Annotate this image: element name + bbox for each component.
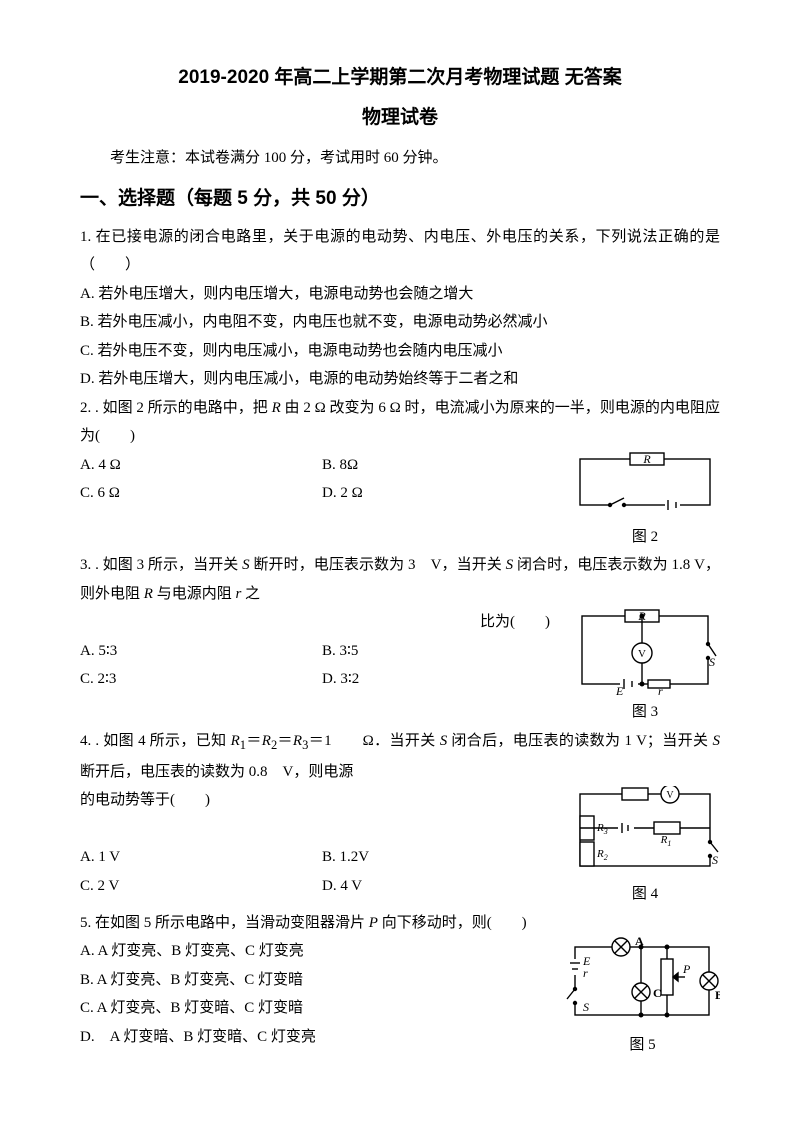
q5-p: P [369, 915, 378, 931]
q3-a: 3. . 如图 3 所示，当开关 [80, 557, 242, 573]
q4-r3: R [293, 733, 302, 749]
q4-stem: 4. . 如图 4 所示，已知 R1＝R2＝R3＝1 Ω．当开关 S 闭合后，电… [80, 727, 720, 786]
q2-opt-c: C. 6 Ω [80, 479, 322, 508]
q1-opt-c: C. 若外电压不变，则内电压减小，电源电动势也会随内电压减小 [80, 337, 720, 366]
q1-opt-b: B. 若外电压减小，内电阻不变，内电压也就不变，电源电动势必然减小 [80, 308, 720, 337]
q4-b: ＝ [246, 733, 262, 749]
page-title: 2019-2020 年高二上学期第二次月考物理试题 无答案 [80, 60, 720, 96]
q3-d: 与电源内阻 [153, 586, 236, 602]
q4-a: 4. . 如图 4 所示，已知 [80, 733, 231, 749]
q4-c: ＝ [277, 733, 293, 749]
fig5-s: S [583, 1000, 589, 1014]
q4-f: 断开后，电压表的读数为 0.8 V，则电源 [80, 764, 353, 780]
q5-b: 向下移动时，则( ) [378, 915, 527, 931]
fig3-lrr: r [658, 684, 663, 696]
q2-stem: 2. . 如图 2 所示的电路中，把 R 由 2 Ω 改变为 6 Ω 时，电流减… [80, 394, 720, 451]
q3-b: 断开时，电压表示数为 3 V，当开关 [250, 557, 506, 573]
fig3-wrap: R V S E r 图 3 [570, 608, 720, 727]
fig4-circuit: R3 R2 R1 V S [570, 786, 720, 878]
q2-opt-b: B. 8Ω [322, 451, 564, 480]
q1-opt-a: A. 若外电压增大，则内电压增大，电源电动势也会随之增大 [80, 280, 720, 309]
fig3-ls: S [709, 655, 715, 669]
fig5-circuit: A B C P E r S [565, 937, 720, 1029]
fig5-r: r [583, 966, 588, 980]
q4-e: 闭合后，电压表的读数为 1 V；当开关 [447, 733, 712, 749]
fig5-a: A [635, 937, 644, 948]
q4-r2: R [262, 733, 271, 749]
q5-a: 5. 在如图 5 所示电路中，当滑动变阻器滑片 [80, 915, 369, 931]
fig3-circuit: R V S E r [570, 608, 720, 696]
fig5-caption: 图 5 [629, 1031, 655, 1060]
fig4-r3: R3 [596, 822, 608, 836]
fig3-lv: V [638, 648, 646, 660]
fig4-wrap: R3 R2 R1 V S 图 4 [570, 786, 720, 909]
q4-opt-d: D. 4 V [322, 872, 564, 901]
q4-r1: R [231, 733, 240, 749]
q2-opt-a: A. 4 Ω [80, 451, 322, 480]
q3-stem: 3. . 如图 3 所示，当开关 S 断开时，电压表示数为 3 V，当开关 S … [80, 551, 720, 608]
fig2-wrap: R 图 2 [570, 451, 720, 552]
fig5-pp: P [682, 962, 691, 976]
fig4-v: V [666, 790, 674, 801]
q1-opt-d: D. 若外电压增大，则内电压减小，电源的电动势始终等于二者之和 [80, 365, 720, 394]
q4-d: ＝1 Ω．当开关 [308, 733, 439, 749]
q3-options: A. 5∶3 B. 3∶5 C. 2∶3 D. 3∶2 [80, 637, 564, 694]
q1-stem: 1. 在已接电源的闭合电路里，关于电源的电动势、内电压、外电压的关系，下列说法正… [80, 223, 720, 280]
q3-s1: S [242, 557, 250, 573]
fig2-caption: 图 2 [632, 523, 658, 552]
fig5-wrap: A B C P E r S 图 5 [565, 937, 720, 1060]
fig4-s: S [712, 853, 718, 867]
q3-opt-c: C. 2∶3 [80, 665, 322, 694]
fig3-le: E [615, 684, 624, 696]
q4-opt-b: B. 1.2V [322, 843, 564, 872]
fig5-c: C [653, 986, 662, 1000]
q2-var-r: R [272, 400, 281, 416]
fig3-caption: 图 3 [632, 698, 658, 727]
fig2-label-r: R [642, 452, 651, 466]
page-subtitle: 物理试卷 [80, 100, 720, 136]
fig4-caption: 图 4 [632, 880, 658, 909]
q2-stem-a: 2. . 如图 2 所示的电路中，把 [80, 400, 272, 416]
fig4-r1: R1 [660, 834, 672, 848]
fig3-lr: R [637, 609, 646, 623]
fig2-circuit: R [570, 451, 720, 521]
fig4-r2: R2 [596, 848, 608, 862]
q3-r: R [144, 586, 153, 602]
section-heading: 一、选择题（每题 5 分，共 50 分） [80, 181, 720, 217]
q3-opt-a: A. 5∶3 [80, 637, 322, 666]
q3-opt-d: D. 3∶2 [322, 665, 564, 694]
q4-opt-a: A. 1 V [80, 843, 322, 872]
q4-s2: S [712, 733, 720, 749]
fig5-b: B [715, 988, 720, 1002]
q2-opt-d: D. 2 Ω [322, 479, 564, 508]
q5-stem: 5. 在如图 5 所示电路中，当滑动变阻器滑片 P 向下移动时，则( ) [80, 909, 720, 938]
q4-options: A. 1 V B. 1.2V C. 2 V D. 4 V [80, 843, 564, 900]
q4-opt-c: C. 2 V [80, 872, 322, 901]
q3-e: 之 [241, 586, 260, 602]
q2-options: A. 4 Ω B. 8Ω C. 6 Ω D. 2 Ω [80, 451, 564, 508]
q3-opt-b: B. 3∶5 [322, 637, 564, 666]
exam-notice: 考生注意：本试卷满分 100 分，考试用时 60 分钟。 [80, 144, 720, 173]
